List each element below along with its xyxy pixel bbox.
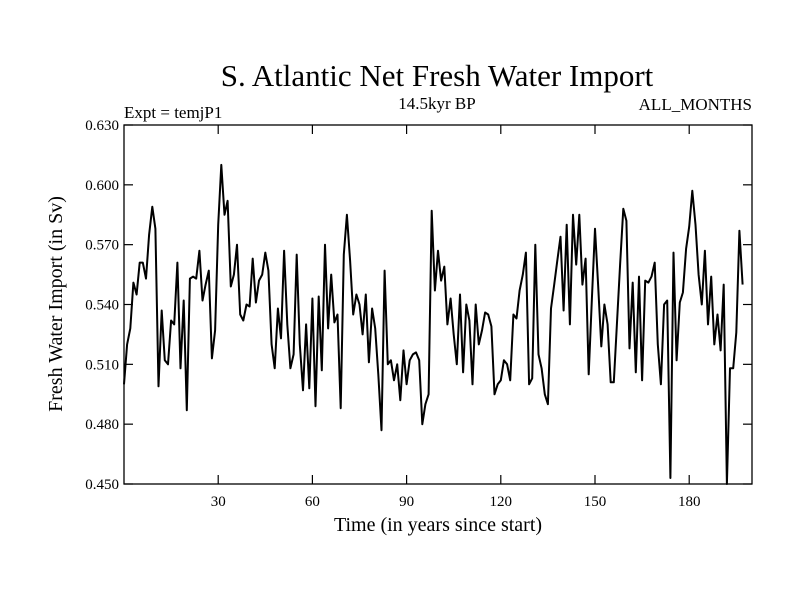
x-tick-label: 120 bbox=[490, 494, 513, 510]
x-axis-label: Time (in years since start) bbox=[334, 514, 542, 536]
x-tick-label: 180 bbox=[678, 494, 701, 510]
x-axis: 30 60 90 120 150 180 bbox=[211, 125, 701, 510]
y-axis: 0.450 0.480 0.510 0.540 0.570 0.600 0.630 bbox=[85, 118, 752, 493]
y-tick-label: 0.450 bbox=[85, 477, 119, 493]
experiment-label: Expt = temjP1 bbox=[124, 103, 222, 122]
y-tick-label: 0.600 bbox=[85, 178, 119, 194]
y-axis-label: Fresh Water Import (in Sv) bbox=[45, 196, 67, 412]
y-tick-label: 0.570 bbox=[85, 238, 119, 254]
months-label: ALL_MONTHS bbox=[639, 95, 752, 114]
y-tick-label: 0.630 bbox=[85, 118, 119, 134]
x-tick-label: 60 bbox=[305, 494, 320, 510]
chart-subtitle: 14.5kyr BP bbox=[398, 94, 475, 113]
x-tick-label: 90 bbox=[399, 494, 414, 510]
series-line bbox=[123, 163, 744, 485]
chart-title: S. Atlantic Net Fresh Water Import bbox=[221, 58, 654, 93]
x-tick-label: 30 bbox=[211, 494, 226, 510]
x-tick-label: 150 bbox=[584, 494, 607, 510]
y-tick-label: 0.480 bbox=[85, 417, 119, 433]
plot-frame bbox=[123, 124, 753, 485]
y-tick-label: 0.540 bbox=[85, 298, 119, 314]
y-tick-label: 0.510 bbox=[85, 357, 119, 373]
